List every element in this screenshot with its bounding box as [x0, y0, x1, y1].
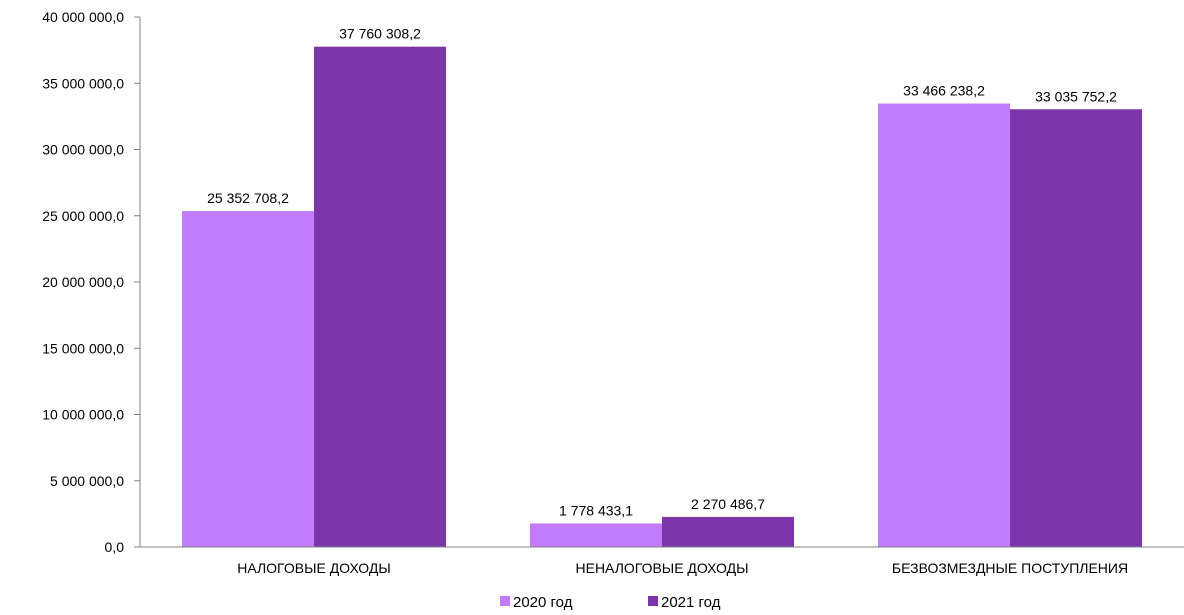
bars [182, 46, 1142, 548]
x-axis: НАЛОГОВЫЕ ДОХОДЫ НЕНАЛОГОВЫЕ ДОХОДЫ БЕЗВОЗ… [140, 546, 1184, 576]
y-tick-label: 25 000 000,0 [42, 208, 124, 224]
y-tick-label: 15 000 000,0 [42, 340, 124, 356]
y-tick-label: 40 000 000,0 [42, 9, 124, 25]
y-tick-label: 10 000 000,0 [42, 407, 124, 423]
legend-label: 2021 год [661, 594, 721, 611]
data-label: 1 778 433,1 [559, 502, 633, 518]
category-label: НАЛОГОВЫЕ ДОХОДЫ [237, 560, 391, 576]
data-label: 33 035 752,2 [1035, 88, 1117, 104]
y-tick-label: 35 000 000,0 [42, 75, 124, 91]
y-tick-label: 5 000 000,0 [50, 473, 124, 489]
data-label: 37 760 308,2 [339, 26, 421, 42]
y-tick-label: 0,0 [105, 539, 125, 555]
y-tick-label: 30 000 000,0 [42, 142, 124, 158]
data-label: 2 270 486,7 [691, 496, 765, 512]
bar [182, 211, 314, 548]
legend-swatch [648, 596, 658, 606]
bar [878, 103, 1010, 548]
category-label: НЕНАЛОГОВЫЕ ДОХОДЫ [576, 560, 749, 576]
category-label: БЕЗВОЗМЕЗДНЫЕ ПОСТУПЛЕНИЯ [892, 560, 1128, 576]
bar [314, 46, 446, 548]
bar [662, 516, 794, 547]
bar [1010, 109, 1142, 548]
data-label: 33 466 238,2 [903, 83, 985, 99]
data-label: 25 352 708,2 [207, 190, 289, 206]
legend: 2020 год 2021 год [500, 594, 721, 611]
y-axis: 0,0 5 000 000,0 10 000 000,0 15 000 000,0 20… [42, 9, 141, 555]
bar [530, 523, 662, 547]
y-tick-label: 20 000 000,0 [42, 274, 124, 290]
data-labels: 25 352 708,2 37 760 308,2 1 778 433,1 2 270… [207, 26, 1117, 519]
legend-swatch [500, 596, 510, 606]
legend-label: 2020 год [513, 594, 573, 611]
